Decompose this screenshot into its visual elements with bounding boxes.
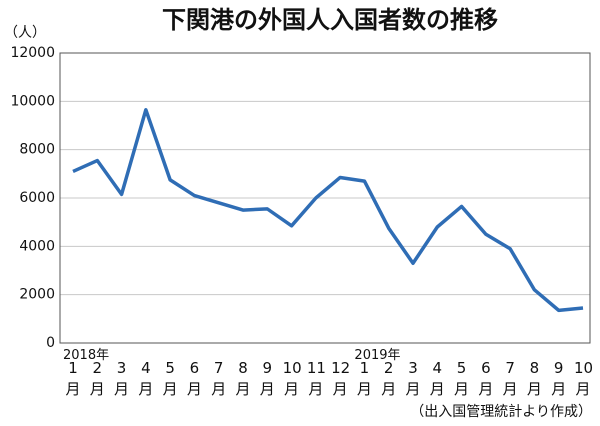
y-tick-label: 6000 (19, 190, 55, 206)
x-tick-label: 3月 (405, 359, 421, 398)
x-tick-label: 6月 (478, 359, 494, 398)
x-tick-label: 3月 (114, 359, 130, 398)
plot-frame (59, 52, 591, 344)
y-tick-label: 8000 (19, 142, 55, 158)
x-tick-label: 6月 (186, 359, 202, 398)
x-tick-label: 9月 (551, 359, 567, 398)
x-tick-label: 1月 (65, 359, 81, 398)
x-tick-label: 5月 (454, 359, 470, 398)
x-tick-label: 4月 (138, 359, 154, 398)
y-tick-label: 4000 (19, 238, 55, 254)
y-tick-label: 12000 (10, 45, 55, 61)
x-tick-label: 7月 (502, 359, 518, 398)
source: （出入国管理統計より作成） (410, 404, 592, 420)
y-tick-label: 2000 (19, 287, 55, 303)
x-tick-label: 9月 (259, 359, 275, 398)
x-tick-label: 7月 (211, 359, 227, 398)
x-tick-label: 12月 (331, 359, 351, 398)
y-tick-label: 0 (46, 335, 55, 351)
x-tick-label: 8月 (526, 359, 542, 398)
x-tick-label: 10月 (282, 359, 302, 398)
y-unit: （人） (4, 25, 46, 41)
x-tick-label: 8月 (235, 359, 251, 398)
x-tick-label: 10月 (574, 359, 594, 398)
year-label: 2019年 (354, 348, 401, 363)
data-line (72, 108, 584, 313)
x-tick-label: 2月 (89, 359, 105, 398)
chart-title: 下関港の外国人入国者数の推移 (162, 6, 498, 34)
x-tick-label: 5月 (162, 359, 178, 398)
x-tick-label: 4月 (429, 359, 445, 398)
x-tick-label: 1月 (356, 359, 372, 398)
x-tick-label: 11月 (306, 359, 326, 398)
y-tick-label: 10000 (10, 93, 55, 109)
year-label: 2018年 (63, 348, 110, 363)
x-tick-label: 2月 (381, 359, 397, 398)
